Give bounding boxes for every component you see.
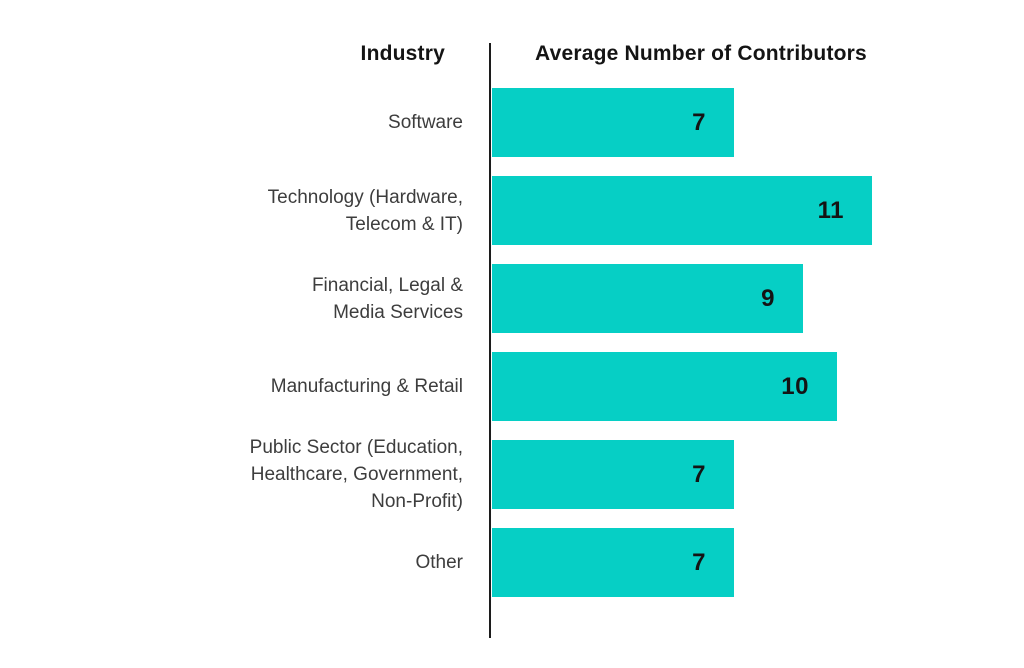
category-label: Public Sector (Education, Healthcare, Go… (249, 437, 463, 512)
bar-value-label: 7 (692, 108, 706, 136)
column-headers: Industry Average Number of Contributors (0, 0, 1024, 76)
bar: 7 (492, 88, 734, 157)
category-label: Manufacturing & Retail (270, 376, 463, 397)
bar-track: 11 (490, 176, 1024, 245)
chart-row: Other 7 (0, 528, 1024, 597)
column-header-industry: Industry (360, 42, 445, 65)
bar: 10 (492, 352, 837, 421)
chart-row: Financial, Legal & Media Services 9 (0, 264, 1024, 333)
bar-value-label: 10 (781, 372, 809, 400)
bar-value-label: 7 (692, 460, 706, 488)
category-label: Technology (Hardware, Telecom & IT) (267, 186, 463, 235)
bar: 7 (492, 528, 734, 597)
bar-value-label: 9 (761, 284, 775, 312)
bar: 7 (492, 440, 734, 509)
bar-value-label: 11 (817, 196, 844, 224)
category-label: Financial, Legal & Media Services (311, 274, 463, 323)
bar: 9 (492, 264, 803, 333)
bar-track: 7 (490, 528, 1024, 597)
chart-rows: Software 7 Technology (Hardware, Telecom &… (0, 88, 1024, 597)
category-label: Software (388, 112, 463, 133)
bar: 11 (492, 176, 872, 245)
column-header-contributors: Average Number of Contributors (535, 42, 867, 65)
chart-row: Technology (Hardware, Telecom & IT) 11 (0, 176, 1024, 245)
bar-value-label: 7 (692, 548, 706, 576)
y-axis-line (489, 43, 491, 638)
chart-row: Software 7 (0, 88, 1024, 157)
chart-row: Public Sector (Education, Healthcare, Go… (0, 437, 1024, 512)
bar-track: 10 (490, 352, 1024, 421)
category-label: Other (415, 552, 463, 573)
bar-track: 9 (490, 264, 1024, 333)
bar-track: 7 (490, 88, 1024, 157)
chart-row: Manufacturing & Retail 10 (0, 352, 1024, 421)
bar-track: 7 (490, 440, 1024, 509)
